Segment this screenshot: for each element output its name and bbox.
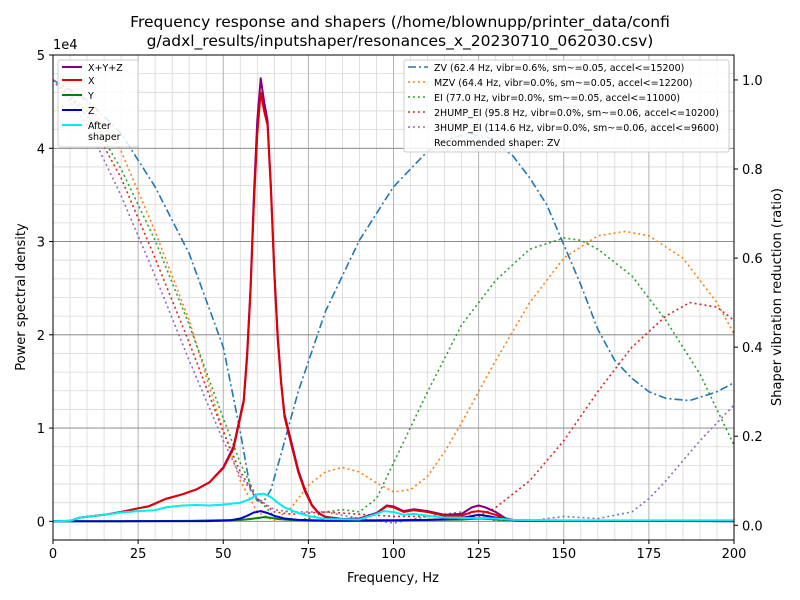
legend-shapers: ZV (62.4 Hz, vibr=0.6%, sm~=0.05, accel<… bbox=[403, 59, 730, 153]
shaper-line-1 bbox=[53, 79, 734, 522]
legend-psd-label: X+Y+Z bbox=[88, 63, 123, 74]
y-axis-label: Power spectral density bbox=[14, 223, 29, 371]
plot-area bbox=[53, 77, 734, 524]
psd-line-1 bbox=[53, 91, 734, 523]
y2-tick-label: 0.8 bbox=[742, 163, 763, 178]
y2-tick-label: 0.2 bbox=[742, 430, 763, 445]
axes: 0 25 50 75 100 125 150 175 200 0 1 2 3 4 5 0.0 0.2 0.4 0.6… bbox=[37, 49, 763, 562]
legend-psd-label: Z bbox=[88, 106, 95, 117]
x-tick-label: 0 bbox=[49, 547, 57, 562]
legend-shaper-label: ZV (62.4 Hz, vibr=0.6%, sm~=0.05, accel<… bbox=[434, 63, 684, 74]
legend-shaper-label: 2HUMP_EI (95.8 Hz, vibr=0.0%, sm~=0.06, … bbox=[434, 108, 719, 119]
legend-psd-label: Y bbox=[87, 91, 94, 102]
legend-shaper-box bbox=[403, 59, 730, 153]
x-tick-label: 150 bbox=[551, 547, 576, 562]
legend-psd-label: After bbox=[88, 121, 111, 132]
legend-shaper-label: MZV (64.4 Hz, vibr=0.0%, sm~=0.05, accel… bbox=[434, 78, 693, 89]
chart-title-line1: Frequency response and shapers (/home/bl… bbox=[130, 13, 670, 32]
legend-psd-label: X bbox=[88, 76, 95, 87]
y-tick-label: 2 bbox=[37, 329, 45, 344]
y-tick-label: 1 bbox=[37, 422, 45, 437]
y2-tick-label: 0.4 bbox=[742, 341, 763, 356]
chart-title-line2: g/adxl_results/inputshaper/resonances_x_… bbox=[147, 32, 654, 51]
x-tick-label: 50 bbox=[215, 547, 232, 562]
x-tick-label: 100 bbox=[381, 547, 406, 562]
x-tick-label: 175 bbox=[636, 547, 661, 562]
x-axis-label: Frequency, Hz bbox=[347, 571, 439, 586]
y2-tick-label: 1.0 bbox=[742, 74, 763, 89]
x-tick-label: 125 bbox=[466, 547, 491, 562]
shaper-line-2 bbox=[53, 79, 734, 522]
shaper-line-3 bbox=[53, 79, 734, 520]
x-tick-label: 25 bbox=[130, 547, 147, 562]
y-tick-label: 0 bbox=[37, 515, 45, 530]
psd-line-4 bbox=[53, 492, 734, 523]
legend-shaper-label: EI (77.0 Hz, vibr=0.0%, sm~=0.05, accel<… bbox=[434, 93, 680, 104]
legend-shaper-label: 3HUMP_EI (114.6 Hz, vibr=0.0%, sm~=0.06,… bbox=[434, 123, 719, 134]
x-tick-label: 75 bbox=[300, 547, 317, 562]
x-tick-label: 200 bbox=[722, 547, 747, 562]
y-offset-text: 1e4 bbox=[53, 38, 78, 53]
legend-psd-label: shaper bbox=[88, 132, 121, 143]
y-tick-label: 3 bbox=[37, 236, 45, 251]
y2-tick-label: 0.6 bbox=[742, 252, 763, 267]
y2-tick-label: 0.0 bbox=[742, 519, 763, 534]
y2-axis-label: Shaper vibration reduction (ratio) bbox=[770, 188, 785, 406]
legend-recommended: Recommended shaper: ZV bbox=[434, 138, 560, 149]
y-tick-label: 5 bbox=[37, 49, 45, 64]
y-tick-label: 4 bbox=[37, 142, 45, 157]
